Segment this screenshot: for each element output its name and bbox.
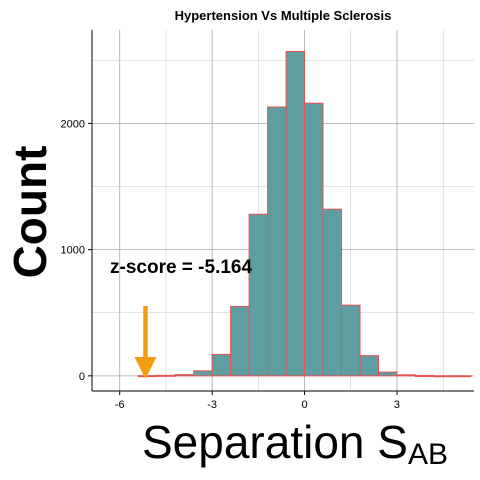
zscore-annotation: z-score = -5.164 xyxy=(110,257,252,278)
x-tick-label: 3 xyxy=(394,399,400,411)
histogram-bar xyxy=(267,106,287,377)
histogram-bar xyxy=(174,374,195,377)
x-axis-label: Separation SAB xyxy=(142,416,448,471)
histogram-bar xyxy=(304,102,324,377)
x-axis-ticks: -6 -3 0 3 xyxy=(115,391,400,411)
chart-title: Hypertension Vs Multiple Sclerosis xyxy=(175,8,392,23)
x-tick-label: -6 xyxy=(115,399,125,411)
arrow-head xyxy=(134,357,157,379)
zscore-arrow xyxy=(134,306,157,379)
histogram-bar xyxy=(451,375,472,378)
y-tick-label: 2000 xyxy=(61,118,85,130)
x-tick-label: 0 xyxy=(302,399,308,411)
histogram-bar xyxy=(285,50,306,377)
histogram-bar xyxy=(396,374,416,377)
histogram-bar xyxy=(137,375,158,378)
histogram-bar xyxy=(414,374,435,377)
y-tick-label: 0 xyxy=(79,371,85,383)
histogram-bar xyxy=(230,305,250,377)
histogram-bar xyxy=(433,375,453,378)
histogram-bars xyxy=(137,50,472,378)
histogram-bar xyxy=(378,371,398,377)
histogram-bar xyxy=(193,370,213,377)
histogram-bar xyxy=(156,374,176,377)
histogram-bar xyxy=(341,304,361,377)
x-axis-label-main: Separation S xyxy=(142,416,408,468)
histogram-bar xyxy=(248,213,269,377)
x-tick-label: -3 xyxy=(207,399,217,411)
y-axis-label: Count xyxy=(4,146,56,279)
x-axis-label-subscript: AB xyxy=(408,438,448,471)
histogram-bar xyxy=(211,353,232,377)
y-axis-ticks: 0 1000 2000 xyxy=(61,118,92,383)
histogram-bar xyxy=(359,355,380,377)
y-tick-label: 1000 xyxy=(61,245,85,257)
histogram-bar xyxy=(322,208,343,377)
